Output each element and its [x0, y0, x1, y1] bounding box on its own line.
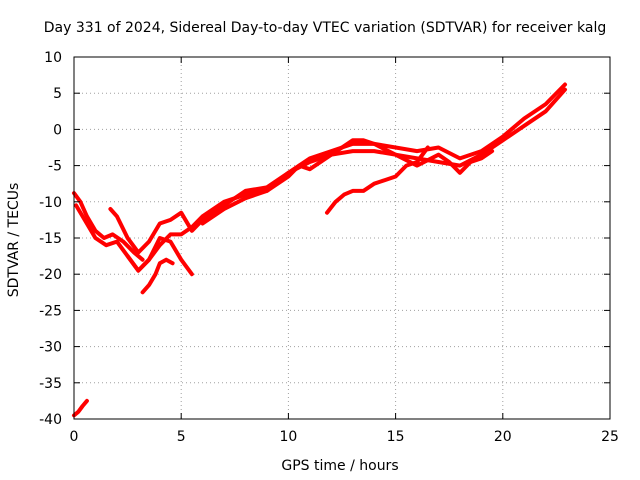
y-tick-label-7: -5	[48, 159, 62, 175]
y-tick-label-1: -35	[39, 376, 62, 392]
x-tick-label-3: 15	[387, 429, 405, 445]
x-axis-label: GPS time / hours	[281, 458, 398, 474]
y-tick-label-2: -30	[39, 340, 62, 356]
y-tick-label-8: 0	[53, 122, 62, 138]
series-arc-1	[72, 398, 89, 418]
x-tick-label-2: 10	[279, 429, 297, 445]
series-arc-5	[125, 87, 567, 273]
chart-title: Day 331 of 2024, Sidereal Day-to-day VTE…	[44, 20, 606, 36]
y-tick-label-3: -25	[39, 303, 62, 319]
series-arc-2	[72, 191, 145, 262]
y-tick-label-10: 10	[44, 50, 62, 66]
y-tick-labels: -40 -35 -30 -25 -20 -15 -10 -5 0 5 10	[39, 50, 62, 428]
grid	[74, 57, 610, 419]
axis-ticks	[73, 56, 611, 420]
y-tick-label-6: -10	[39, 195, 62, 211]
x-tick-label-0: 0	[70, 429, 79, 445]
x-tick-label-4: 20	[494, 429, 512, 445]
series-arc-8	[325, 145, 430, 215]
series-arc-4	[108, 82, 567, 255]
y-tick-label-4: -20	[39, 267, 62, 283]
x-tick-label-1: 5	[177, 429, 186, 445]
y-tick-label-0: -40	[39, 412, 62, 428]
series-arc-7	[200, 138, 495, 226]
y-tick-label-5: -15	[39, 231, 62, 247]
x-tick-label-5: 25	[601, 429, 619, 445]
y-axis-label: SDTVAR / TECUs	[6, 183, 22, 298]
data-series	[72, 82, 567, 418]
x-tick-labels: 0 5 10 15 20 25	[70, 429, 619, 445]
y-tick-label-9: 5	[53, 86, 62, 102]
series-arc-6	[140, 257, 175, 295]
